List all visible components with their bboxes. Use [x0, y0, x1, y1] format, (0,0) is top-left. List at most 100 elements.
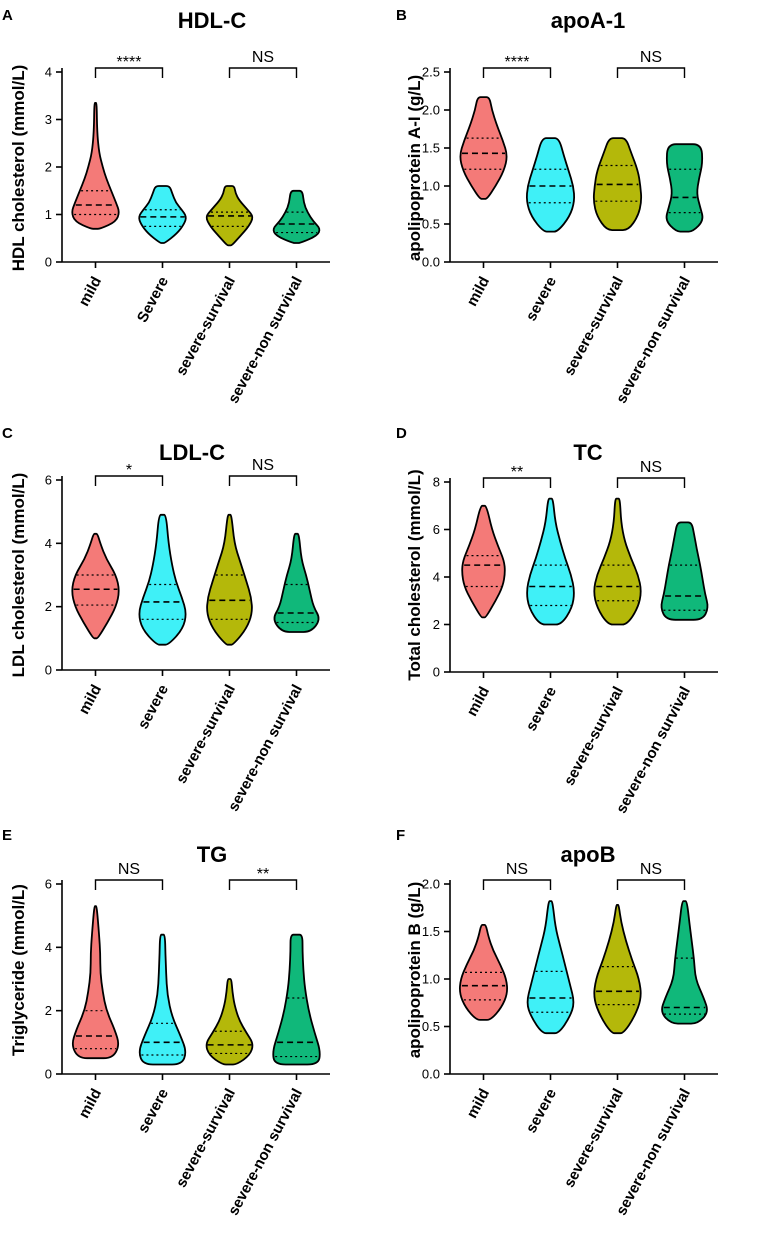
x-tick-label: mild	[76, 682, 105, 717]
violin-severe	[138, 933, 187, 1066]
y-tick-label: 4	[45, 536, 52, 551]
x-tick-label: mild	[76, 1086, 105, 1121]
y-tick-label: 2	[45, 599, 52, 614]
y-tick-label: 0.5	[422, 217, 440, 232]
y-axis-label: HDL cholesterol (mmol/L)	[9, 65, 28, 272]
significance-bracket	[228, 879, 298, 890]
violin-mild	[459, 96, 508, 200]
significance-label: NS	[506, 861, 528, 878]
significance-label: NS	[640, 459, 662, 476]
significance-bracket	[616, 67, 686, 78]
y-axis-label: Total cholesterol (mmol/L)	[405, 469, 424, 680]
x-tick-label: severe-non survival	[225, 682, 306, 814]
y-tick-label: 0	[45, 255, 52, 270]
y-axis-label: apolipoprotein A-I (g/L)	[405, 75, 424, 261]
chart-title: HDL-C	[178, 8, 247, 33]
violin-severe-survival	[205, 978, 254, 1066]
panel-letter: D	[396, 425, 407, 442]
violin-severe-survival	[593, 903, 642, 1035]
significance-bracket	[482, 67, 552, 78]
violin-mild	[461, 504, 506, 619]
x-tick-label: mild	[464, 274, 493, 309]
violin-severe-non-survival	[272, 189, 321, 244]
panel-a: A HDL-C HDL cholesterol (mmol/L) 0 1 2 3 4 mild S…	[2, 7, 330, 406]
y-tick-label: 4	[45, 65, 52, 80]
violin-severe	[138, 513, 187, 646]
significance-bracket	[616, 477, 686, 488]
y-tick-label: 2	[45, 1003, 52, 1018]
y-tick-label: 2.5	[422, 65, 440, 80]
significance-bracket	[616, 879, 686, 890]
panel-letter: E	[2, 827, 12, 844]
y-tick-label: 0	[45, 663, 52, 678]
significance-label: NS	[252, 457, 274, 474]
y-tick-label: 4	[433, 570, 440, 585]
x-tick-label: severe-non survival	[613, 684, 694, 816]
x-tick-label: severe-survival	[561, 1086, 627, 1190]
x-tick-label: severe-survival	[173, 274, 239, 378]
panel-c: C LDL-C LDL cholesterol (mmol/L) 0 2 4 6 mild se…	[2, 425, 330, 814]
significance-bracket	[228, 475, 298, 486]
significance-label: NS	[118, 861, 140, 878]
y-tick-label: 2	[433, 617, 440, 632]
y-tick-label: 3	[45, 112, 52, 127]
significance-label: NS	[640, 861, 662, 878]
y-axis-label: apolipoprotein B (g/L)	[405, 882, 424, 1059]
y-tick-label: 2	[45, 160, 52, 175]
significance-label: ****	[505, 54, 530, 71]
violin-severe-non-survival	[665, 143, 704, 233]
violin-severe-survival	[593, 497, 642, 626]
chart-title: TG	[197, 842, 228, 867]
x-tick-label: severe	[523, 684, 560, 734]
significance-label: **	[511, 464, 523, 481]
y-tick-label: 0.0	[422, 1067, 440, 1082]
y-tick-label: 2.0	[422, 103, 440, 118]
violin-mild	[71, 532, 120, 640]
violin-severe	[138, 185, 187, 244]
violin-severe	[526, 497, 575, 626]
violin-severe-survival	[206, 513, 253, 646]
violin-severe	[526, 900, 575, 1035]
chart-title: TC	[573, 440, 602, 465]
x-tick-label: severe-non survival	[225, 1086, 306, 1218]
x-tick-label: mild	[464, 684, 493, 719]
x-tick-label: severe	[135, 682, 172, 732]
y-tick-label: 1.0	[422, 179, 440, 194]
y-tick-label: 8	[433, 475, 440, 490]
y-tick-label: 4	[45, 940, 52, 955]
x-tick-label: severe-survival	[561, 684, 627, 788]
panel-letter: C	[2, 425, 13, 442]
significance-label: ****	[117, 54, 142, 71]
y-tick-label: 1.5	[422, 141, 440, 156]
y-tick-label: 6	[45, 877, 52, 892]
panel-letter: F	[396, 827, 405, 844]
panel-d: D TC Total cholesterol (mmol/L) 0 2 4 6 8 mild se…	[396, 425, 718, 816]
x-tick-label: severe-non survival	[613, 1086, 694, 1218]
x-tick-label: severe-survival	[561, 274, 627, 378]
panel-letter: B	[396, 7, 407, 24]
significance-label: **	[257, 866, 269, 883]
chart-title: apoB	[561, 842, 616, 867]
significance-bracket	[94, 67, 164, 78]
y-tick-label: 0.5	[422, 1019, 440, 1034]
significance-bracket	[228, 67, 298, 78]
significance-bracket	[94, 879, 164, 890]
significance-bracket	[94, 475, 164, 486]
violin-severe	[525, 137, 576, 233]
y-tick-label: 0.0	[422, 255, 440, 270]
x-tick-label: severe-non survival	[613, 274, 694, 406]
x-tick-label: severe	[135, 1086, 172, 1136]
significance-bracket	[482, 879, 552, 890]
violin-mild	[71, 102, 120, 230]
chart-title: apoA-1	[551, 8, 626, 33]
y-tick-label: 2.0	[422, 877, 440, 892]
y-tick-label: 1	[45, 207, 52, 222]
violin-mild	[71, 905, 120, 1060]
y-axis-label: Triglyceride (mmol/L)	[9, 884, 28, 1056]
violin-mild	[459, 923, 508, 1021]
x-tick-label: severe-survival	[173, 1086, 239, 1190]
violin-severe-non-survival	[660, 521, 709, 621]
